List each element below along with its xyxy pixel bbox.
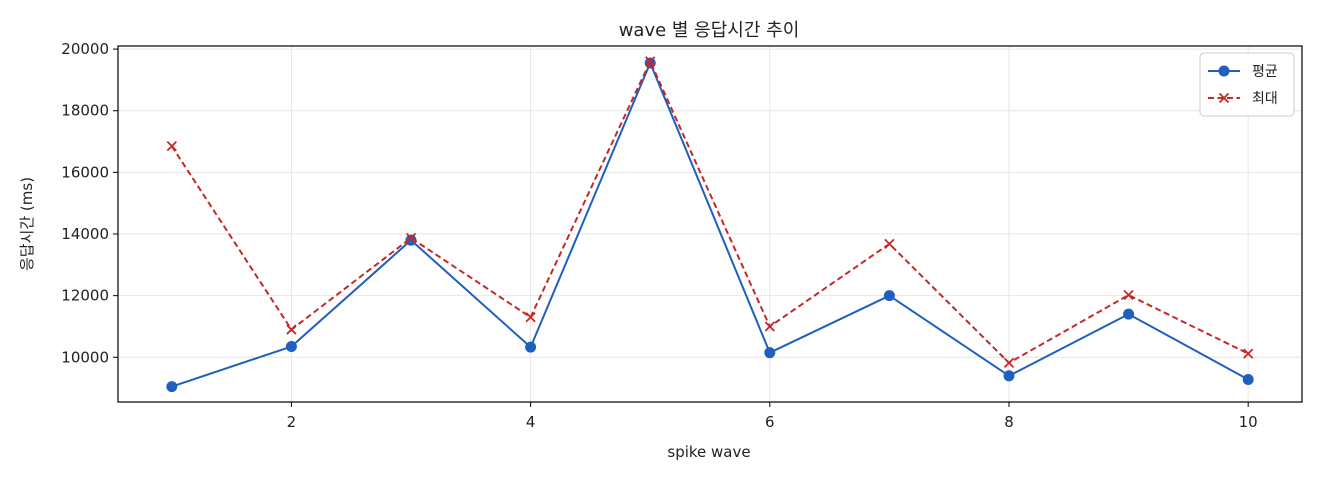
legend-entry: 평균 bbox=[1208, 64, 1278, 80]
legend-marker bbox=[1218, 92, 1230, 104]
data-point bbox=[405, 232, 417, 244]
legend-label: 평균 bbox=[1252, 64, 1278, 80]
y-tick-label: 12000 bbox=[61, 287, 109, 305]
data-point bbox=[884, 238, 895, 250]
series-2 bbox=[166, 56, 1254, 368]
legend-marker bbox=[1218, 65, 1230, 77]
legend-box bbox=[1199, 52, 1295, 117]
data-point bbox=[883, 290, 895, 302]
chart-title: wave 별 응답시간 추이 bbox=[619, 20, 800, 41]
data-point bbox=[764, 321, 775, 332]
y-tick-label: 16000 bbox=[61, 163, 109, 181]
y-axis: 10000 12000 14000 16000 18000 20000 bbox=[61, 40, 118, 366]
x-tick-label: 4 bbox=[526, 413, 536, 431]
x-tick-label: 10 bbox=[1239, 413, 1258, 431]
series-1 bbox=[166, 57, 1254, 393]
data-point bbox=[1123, 289, 1134, 301]
data-point bbox=[1003, 357, 1015, 368]
data-point bbox=[286, 324, 297, 335]
x-axis-title: spike wave bbox=[667, 443, 750, 461]
data-point bbox=[764, 347, 776, 359]
series-layer bbox=[166, 56, 1254, 393]
y-tick-label: 10000 bbox=[61, 348, 109, 366]
y-axis-title: 응답시간 (ms) bbox=[18, 177, 36, 271]
legend-label: 최대 bbox=[1252, 91, 1278, 107]
y-tick-label: 14000 bbox=[61, 225, 109, 243]
data-point bbox=[166, 381, 178, 393]
y-tick-label: 20000 bbox=[61, 40, 109, 58]
x-axis: 2 4 6 8 10 bbox=[287, 402, 1258, 431]
data-point bbox=[645, 56, 656, 67]
data-point bbox=[1243, 348, 1254, 359]
x-tick-label: 2 bbox=[287, 413, 297, 431]
data-point bbox=[166, 141, 177, 152]
grid-lines bbox=[118, 46, 1302, 402]
data-point bbox=[525, 341, 537, 353]
series-line bbox=[171, 61, 1249, 388]
data-point bbox=[285, 341, 297, 353]
data-point bbox=[1242, 373, 1254, 385]
plot-frame bbox=[117, 45, 1303, 403]
data-point bbox=[1003, 370, 1015, 382]
x-tick-label: 8 bbox=[1004, 413, 1014, 431]
legend-entry: 최대 bbox=[1208, 91, 1278, 107]
y-tick-label: 18000 bbox=[61, 102, 109, 120]
series-line bbox=[170, 60, 1249, 364]
data-point bbox=[525, 312, 536, 323]
x-tick-label: 6 bbox=[765, 413, 775, 431]
data-point bbox=[1123, 308, 1135, 320]
